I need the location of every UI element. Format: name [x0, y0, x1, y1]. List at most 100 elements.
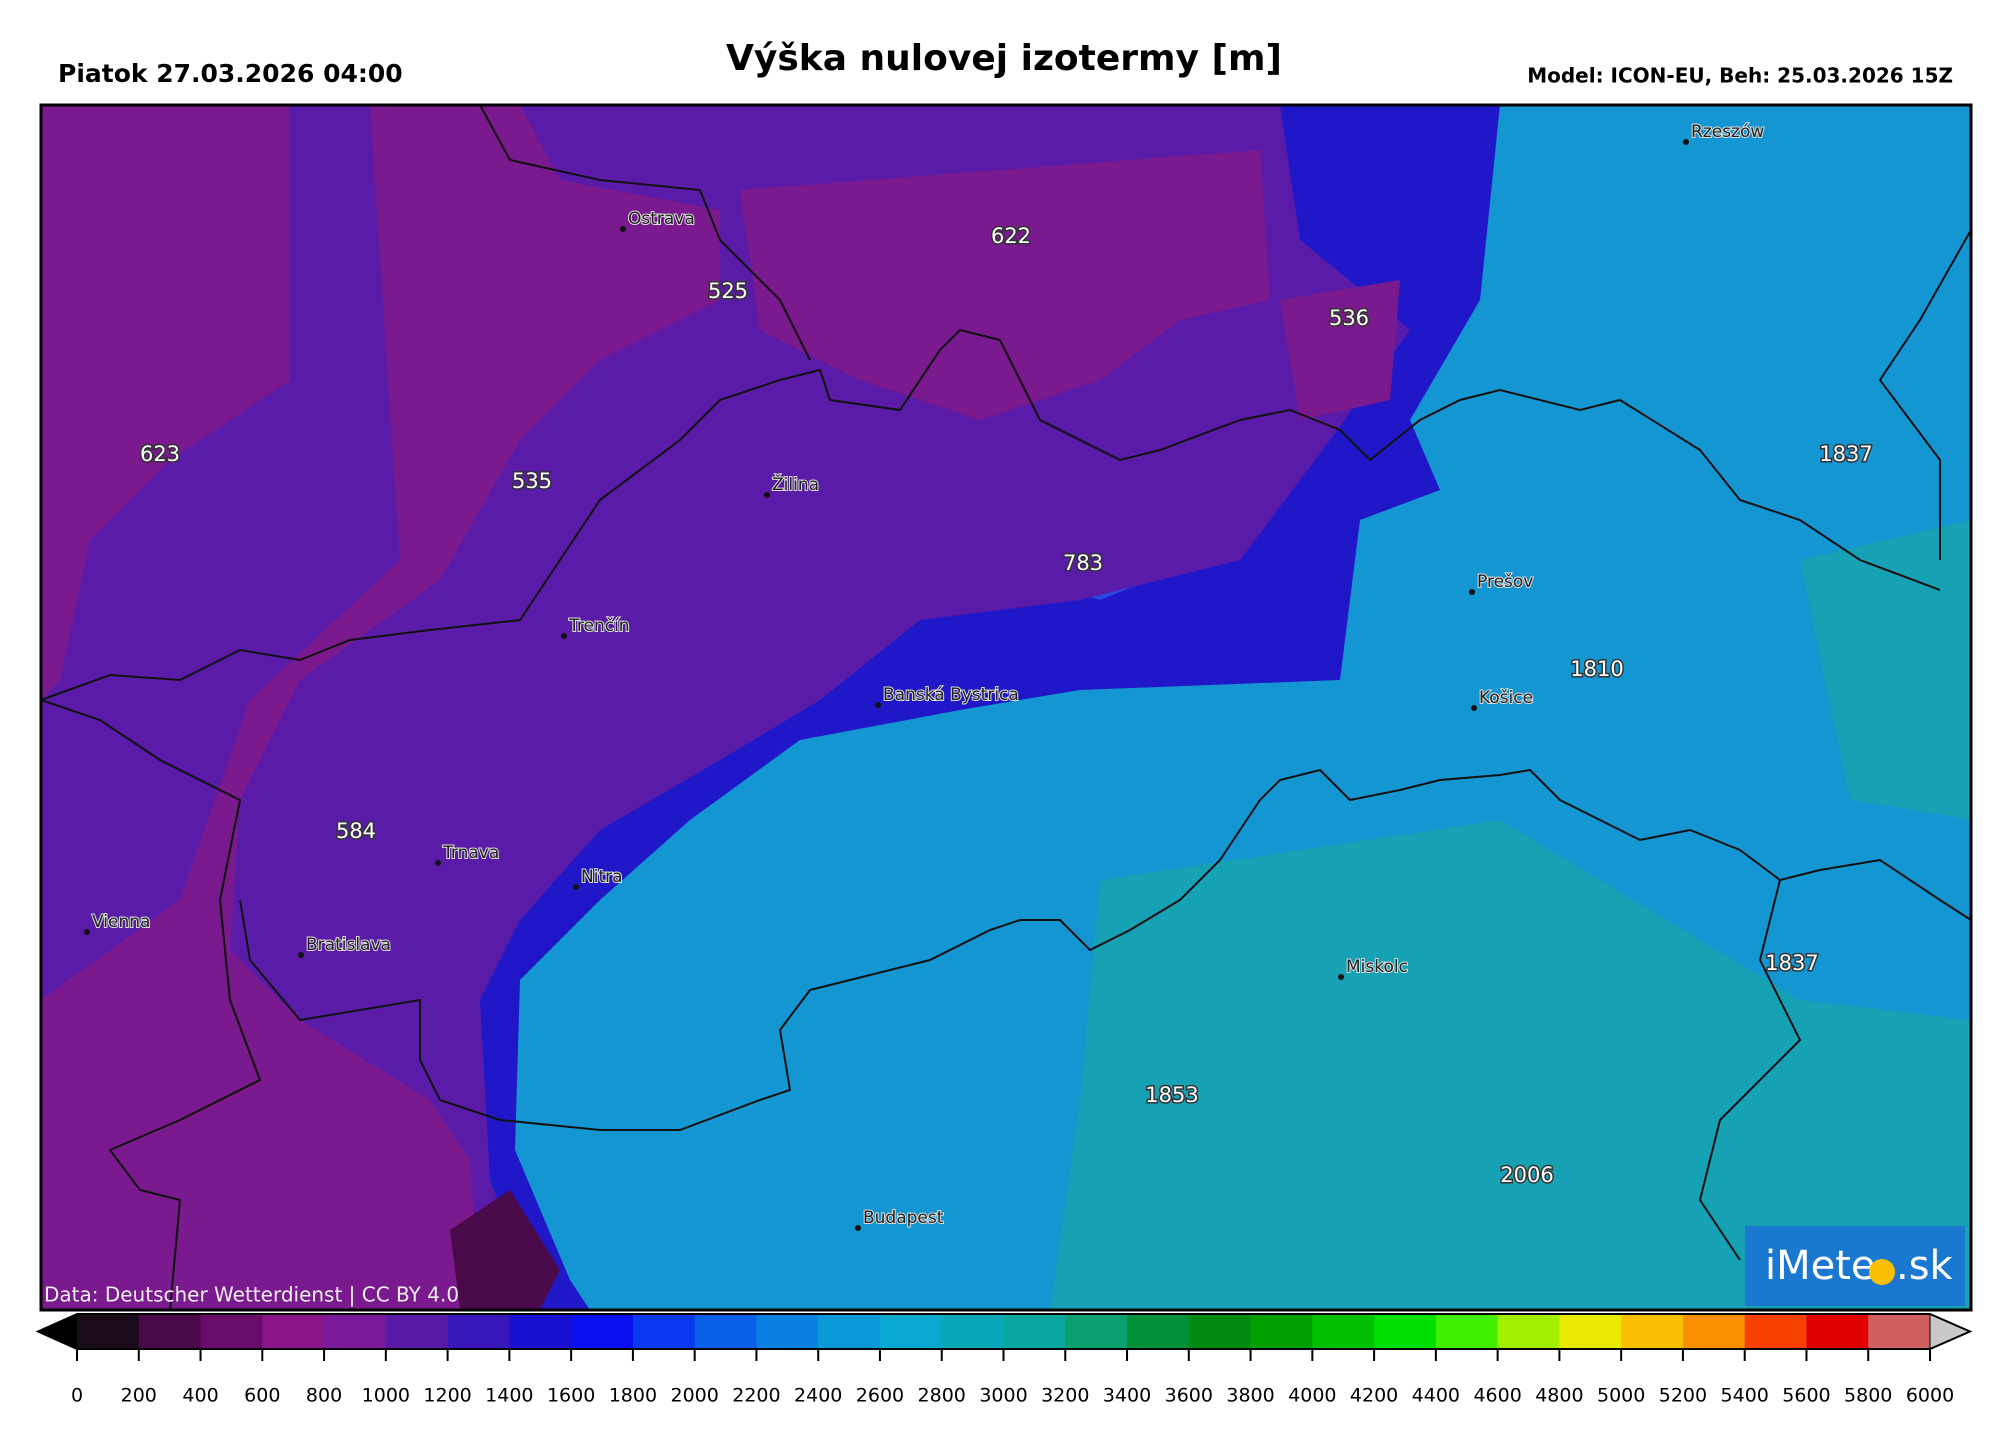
colorbar-segment — [818, 1314, 881, 1349]
colorbar-segment — [385, 1314, 449, 1349]
isoline-label: 1810 — [1570, 657, 1623, 681]
city-dot — [84, 929, 90, 935]
border — [41, 699, 262, 1310]
colorbar-segment — [941, 1314, 1004, 1349]
isoline-label: 2006 — [1500, 1163, 1553, 1187]
colorbar-segment — [694, 1314, 757, 1349]
city-dot — [855, 1225, 861, 1231]
colorbar-tick-label: 2600 — [856, 1385, 904, 1407]
colorbar-tick-label: 1000 — [362, 1385, 410, 1407]
colorbar-segment — [1559, 1314, 1622, 1349]
logo-sun — [1869, 1259, 1895, 1285]
colorbar-tick-label: 4000 — [1288, 1385, 1336, 1407]
colorbar-tick-label: 1800 — [609, 1385, 657, 1407]
city-label: Prešov — [1477, 572, 1533, 592]
isoline-label: 536 — [1329, 306, 1369, 330]
purple-region — [41, 105, 290, 700]
isoline-label: 1837 — [1819, 442, 1872, 466]
colorbar-tick-label: 600 — [244, 1385, 280, 1407]
colorbar-segment — [262, 1314, 325, 1349]
colorbar-segment — [1127, 1314, 1190, 1349]
colorbar-segment — [1374, 1314, 1437, 1349]
border — [439, 768, 1971, 1131]
city-label: Rzeszów — [1691, 122, 1764, 142]
colorbar-segment — [324, 1314, 387, 1349]
border — [1878, 229, 1971, 560]
model-label: Model: ICON-EU, Beh: 25.03.2026 15Z — [1527, 64, 1953, 88]
city-dot — [620, 226, 626, 232]
indigo-region — [41, 105, 1410, 1310]
city-label: Budapest — [863, 1208, 944, 1228]
colorbar-tick-label: 3000 — [979, 1385, 1027, 1407]
colorbar: 0 200 400 600 800 1000 1200 1400 1600 1800 2000 220… — [35, 1313, 1973, 1407]
colorbar-segment — [1744, 1314, 1807, 1349]
colorbar-tick-label: 1400 — [485, 1385, 533, 1407]
border — [239, 899, 441, 1101]
colorbar-tick-label: 3800 — [1226, 1385, 1274, 1407]
colorbar-segment — [1806, 1314, 1869, 1349]
colorbar-segment — [1621, 1314, 1684, 1349]
city-dot — [561, 633, 567, 639]
isoline-label: 623 — [140, 442, 180, 466]
isoline-label: 1853 — [1145, 1083, 1198, 1107]
city-label: Bratislava — [306, 935, 391, 955]
colorbar-tick-label: 3200 — [1041, 1385, 1089, 1407]
colorbar-tick-label: 400 — [182, 1385, 218, 1407]
credit: Data: Deutscher Wetterdienst | CC BY 4.0 — [44, 1283, 459, 1307]
border — [1698, 879, 1802, 1261]
colorbar-tick-label: 4400 — [1412, 1385, 1460, 1407]
colorbar-tick-label: 2200 — [732, 1385, 780, 1407]
colorbar-segment — [1065, 1314, 1128, 1349]
colorbar-tick-label: 2000 — [670, 1385, 718, 1407]
isoline-label: 584 — [336, 819, 376, 843]
map-frame — [39, 103, 1973, 1312]
colorbar-tick-label: 5400 — [1721, 1385, 1769, 1407]
border — [41, 328, 1941, 701]
colorbar-segment — [447, 1314, 510, 1349]
colorbar-tick-label: 5200 — [1659, 1385, 1707, 1407]
city-dot — [298, 952, 304, 958]
colorbar-segment — [571, 1314, 634, 1349]
city-label: Banská Bystrica — [883, 685, 1019, 705]
teal-region — [1050, 820, 1971, 1310]
colorbar-tick-label: 1600 — [547, 1385, 595, 1407]
city-dot — [573, 884, 579, 890]
colorbar-tick-label: 3400 — [1103, 1385, 1151, 1407]
colorbar-segment — [879, 1314, 943, 1349]
city-dot — [1683, 139, 1689, 145]
isoline-label: 525 — [708, 279, 748, 303]
colorbar-tick-label: 0 — [71, 1385, 83, 1407]
colorbar-segment — [1868, 1314, 1931, 1349]
colorbar-segment — [1497, 1314, 1560, 1349]
city-dot — [1338, 974, 1344, 980]
colorbar-segment — [632, 1314, 696, 1349]
colorbar-tick-label: 2800 — [918, 1385, 966, 1407]
isoline-label: 622 — [991, 224, 1031, 248]
colorbar-tick-label: 200 — [121, 1385, 157, 1407]
city-label: Ostrava — [628, 209, 695, 229]
city-label: Trnava — [442, 843, 499, 863]
map-labels: Rzeszów Ostrava Žilina Trenčín Banská Bystri… — [84, 121, 1874, 1231]
colorbar-segment — [138, 1314, 202, 1349]
colorbar-arrow — [1929, 1313, 1972, 1350]
map-title: Výška nulovej izotermy [m] — [726, 38, 1282, 79]
colorbar-tick-label: 5800 — [1844, 1385, 1892, 1407]
colorbar-segment — [1250, 1314, 1313, 1349]
colorbar-tick-label: 4800 — [1535, 1385, 1583, 1407]
purple-region — [1280, 280, 1400, 420]
purple-region — [41, 105, 720, 1310]
colorbar-tick-label: 3600 — [1165, 1385, 1213, 1407]
colorbar-segment — [1682, 1314, 1746, 1349]
city-label: Miskolc — [1346, 957, 1408, 977]
city-label: Košice — [1479, 688, 1533, 708]
city-label: Trenčín — [568, 616, 630, 636]
isoline-label: 535 — [512, 469, 552, 493]
colorbar-arrow — [38, 1314, 77, 1349]
logo-text: iMete — [1765, 1243, 1876, 1289]
city-label: Žilina — [772, 473, 819, 495]
colorbar-segment — [756, 1314, 819, 1349]
colorbar-tick-label: 800 — [306, 1385, 342, 1407]
colorbar-segment — [200, 1314, 263, 1349]
logo-text: .sk — [1896, 1243, 1954, 1289]
